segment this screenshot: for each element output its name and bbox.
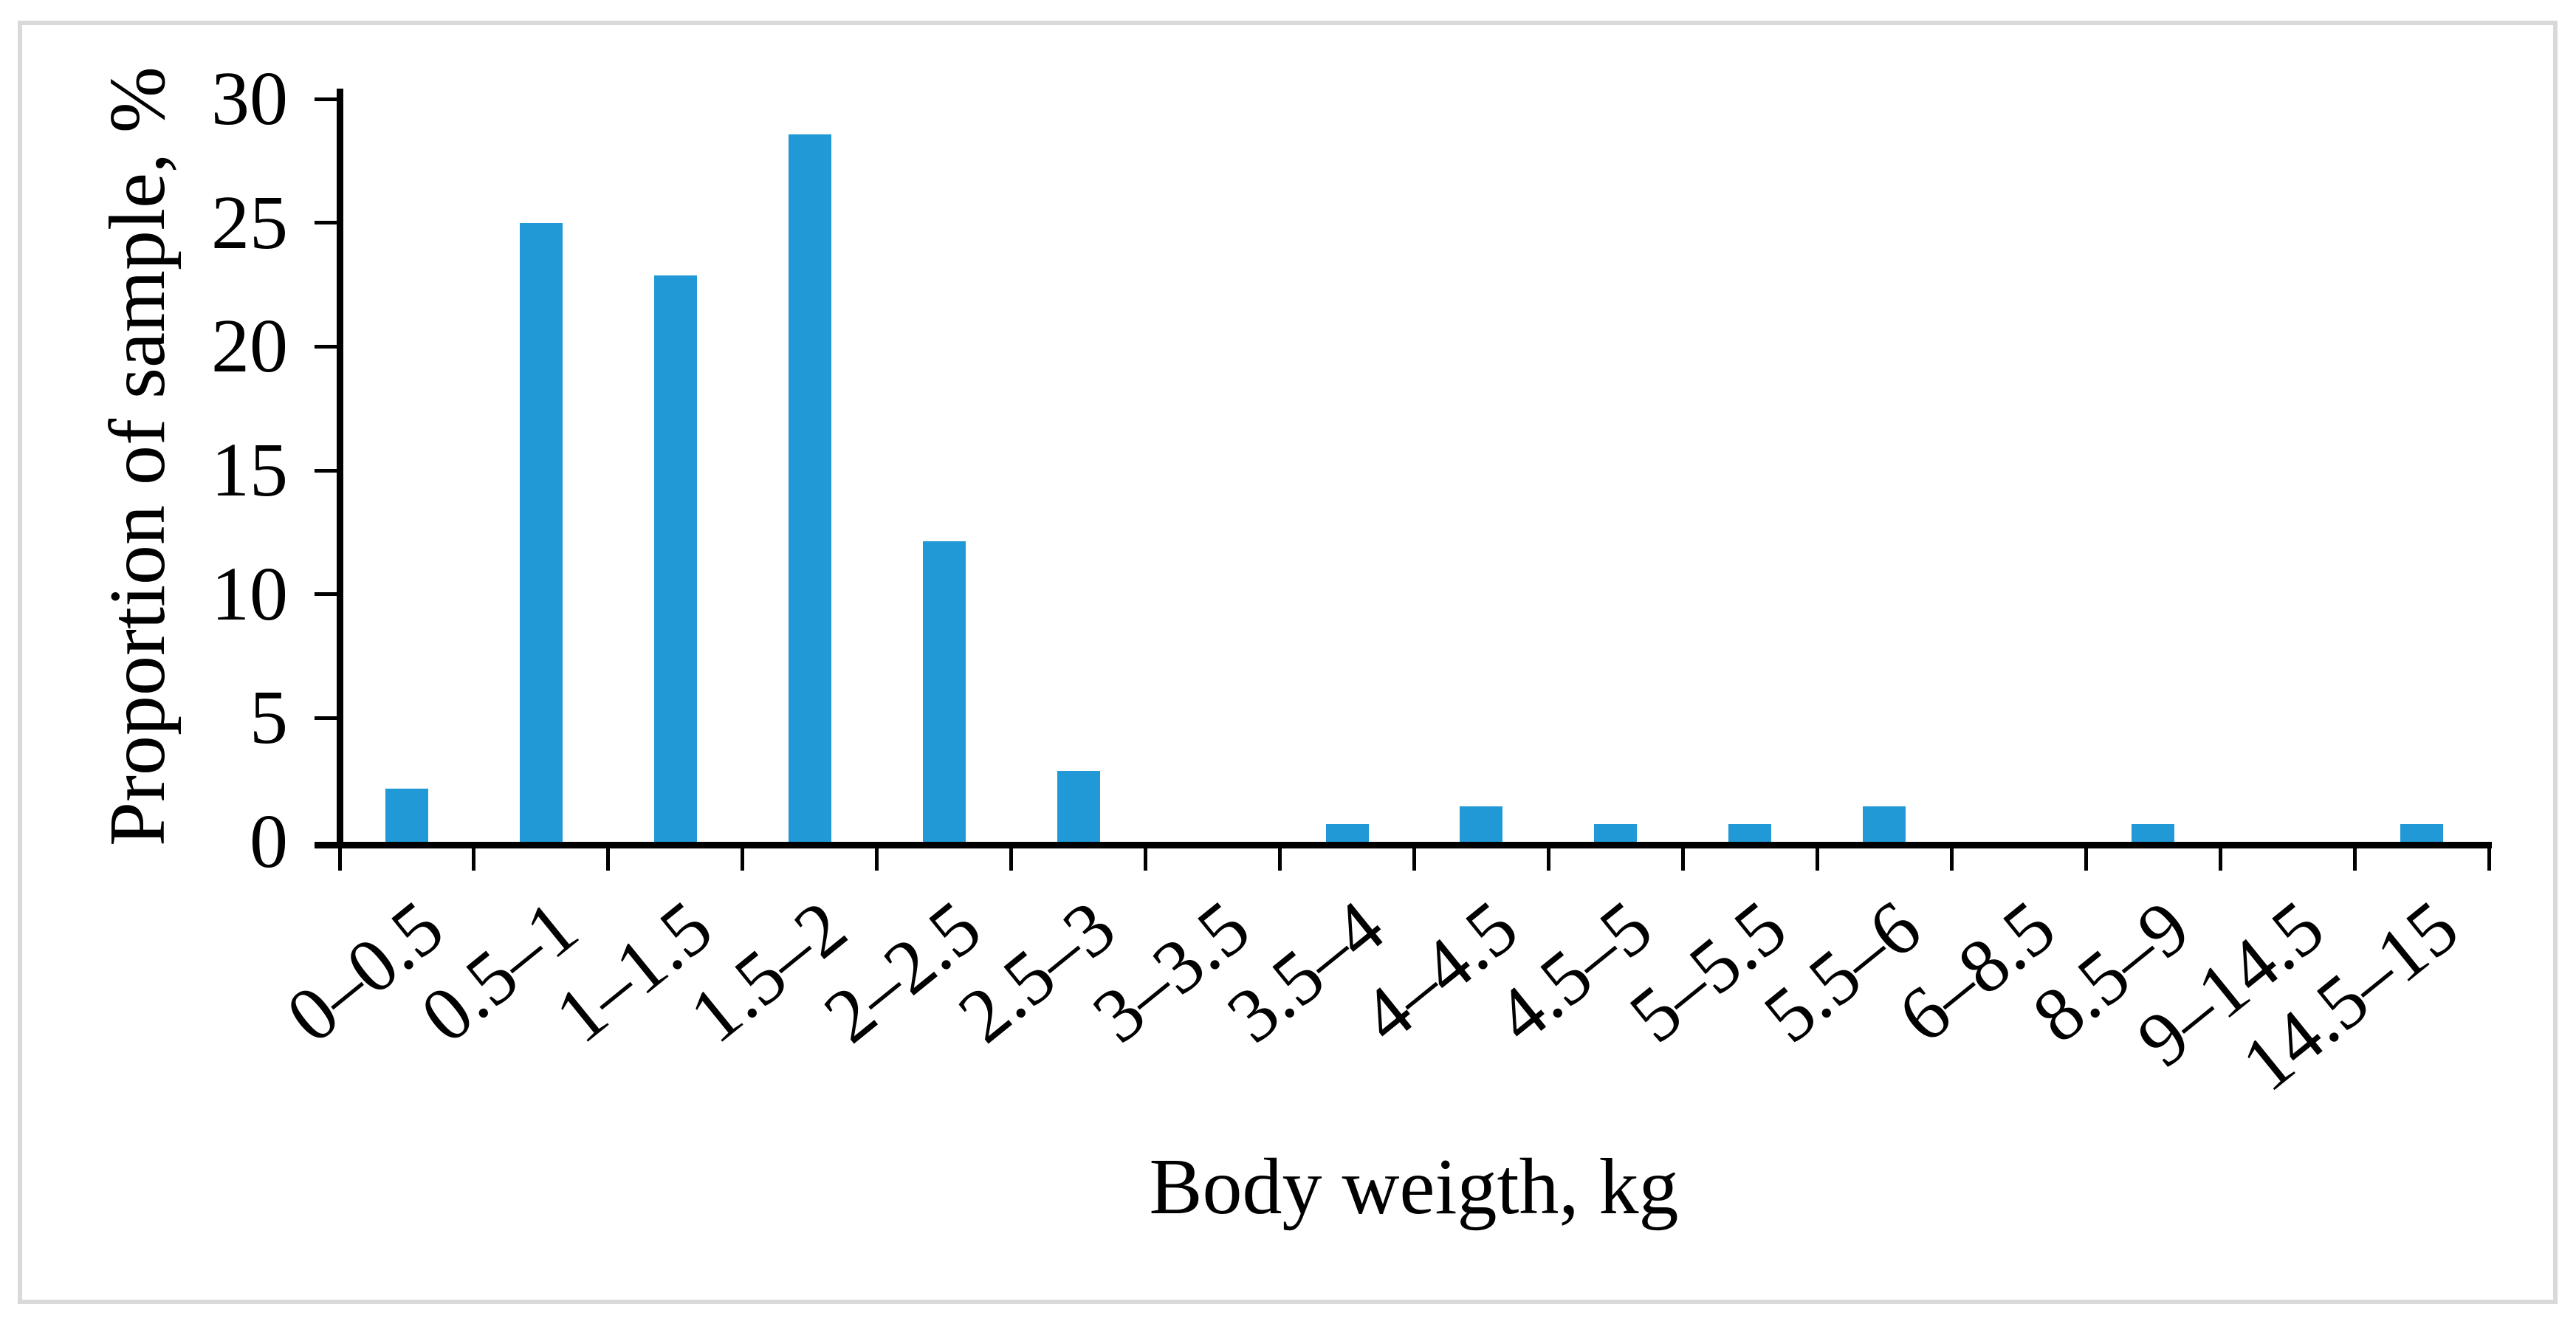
bar-14.5–15 [2400, 824, 2444, 842]
y-tick-label-25: 25 [211, 179, 288, 265]
y-tick-30 [315, 97, 340, 101]
x-tick-10 [1680, 848, 1685, 871]
y-tick-20 [315, 344, 340, 349]
bar-5.5–6 [1863, 806, 1906, 842]
x-axis-line [315, 842, 2492, 848]
x-axis-title: Body weigth, kg [1149, 1143, 1679, 1231]
y-tick-label-0: 0 [250, 799, 288, 884]
bar-2–2.5 [922, 541, 966, 842]
y-axis-line [337, 89, 343, 848]
x-tick-11 [1815, 848, 1819, 871]
x-tick-7 [1278, 848, 1282, 871]
y-tick-label-30: 30 [211, 56, 288, 141]
x-tick-16 [2487, 848, 2491, 871]
x-tick-9 [1546, 848, 1550, 871]
bar-3.5–4 [1325, 824, 1369, 842]
bar-2.5–3 [1057, 771, 1100, 842]
bar-8.5–9 [2132, 824, 2175, 842]
bar-0.5–1 [519, 222, 563, 842]
bar-1–1.5 [653, 275, 697, 842]
y-tick-25 [315, 221, 340, 225]
x-tick-1 [472, 848, 476, 871]
x-tick-6 [1144, 848, 1148, 871]
y-tick-label-10: 10 [211, 551, 288, 637]
x-tick-2 [606, 848, 611, 871]
bar-5–5.5 [1728, 824, 1772, 842]
y-tick-10 [315, 592, 340, 597]
x-tick-14 [2218, 848, 2222, 871]
x-tick-13 [2084, 848, 2088, 871]
y-tick-label-5: 5 [250, 675, 288, 761]
x-tick-15 [2352, 848, 2357, 871]
chart-border-frame [18, 21, 2558, 1304]
x-tick-3 [741, 848, 745, 871]
x-tick-5 [1009, 848, 1014, 871]
bar-4–4.5 [1460, 806, 1503, 842]
bar-1.5–2 [788, 134, 831, 842]
y-tick-label-20: 20 [211, 303, 288, 389]
x-tick-4 [875, 848, 879, 871]
x-tick-8 [1412, 848, 1416, 871]
y-tick-15 [315, 468, 340, 473]
y-tick-label-15: 15 [211, 428, 288, 512]
x-tick-0 [337, 848, 342, 871]
bar-4.5–5 [1594, 824, 1638, 842]
x-tick-12 [1949, 848, 1954, 871]
y-tick-5 [315, 716, 340, 720]
bar-0–0.5 [385, 789, 428, 842]
